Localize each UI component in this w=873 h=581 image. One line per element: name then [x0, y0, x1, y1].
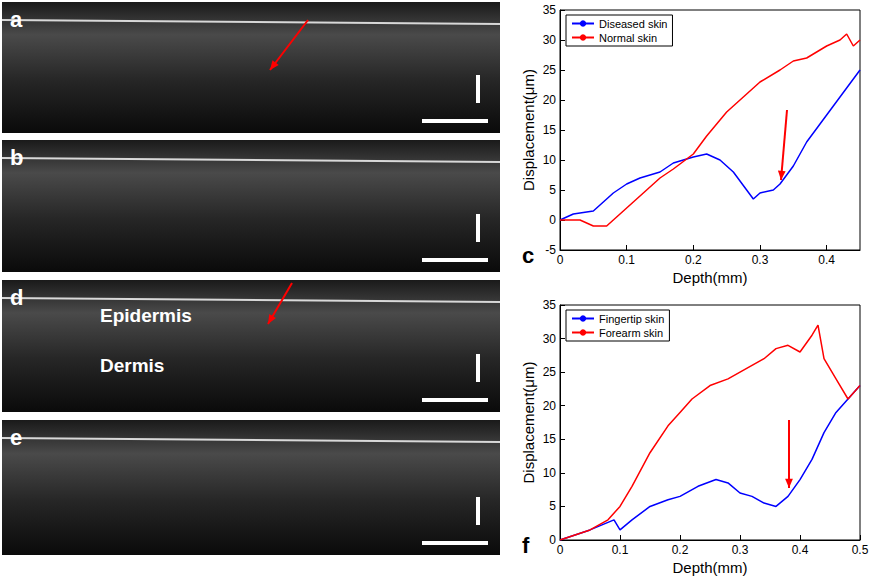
svg-text:Forearm skin: Forearm skin — [599, 327, 663, 339]
svg-text:Normal skin: Normal skin — [599, 32, 657, 44]
svg-text:30: 30 — [543, 33, 557, 47]
svg-text:0: 0 — [557, 253, 564, 267]
svg-text:Epidermis: Epidermis — [100, 305, 192, 326]
svg-text:0.2: 0.2 — [685, 253, 702, 267]
svg-text:0.4: 0.4 — [792, 543, 809, 557]
svg-text:b: b — [10, 145, 23, 170]
svg-text:30: 30 — [543, 332, 557, 346]
svg-text:0: 0 — [549, 533, 556, 547]
svg-text:Fingertip skin: Fingertip skin — [599, 313, 664, 325]
svg-text:a: a — [10, 7, 23, 32]
svg-text:15: 15 — [543, 432, 557, 446]
svg-text:d: d — [10, 285, 23, 310]
svg-text:10: 10 — [543, 153, 557, 167]
svg-text:15: 15 — [543, 123, 557, 137]
svg-text:20: 20 — [543, 399, 557, 413]
svg-text:e: e — [10, 425, 22, 450]
svg-text:Depth(mm): Depth(mm) — [672, 559, 747, 576]
svg-text:0.4: 0.4 — [818, 253, 835, 267]
svg-text:5: 5 — [549, 183, 556, 197]
svg-text:Displacement(μm): Displacement(μm) — [520, 361, 537, 483]
svg-text:0.1: 0.1 — [618, 253, 635, 267]
svg-text:0.3: 0.3 — [752, 253, 769, 267]
svg-text:10: 10 — [543, 466, 557, 480]
svg-text:0: 0 — [557, 543, 564, 557]
svg-text:0.2: 0.2 — [672, 543, 689, 557]
svg-text:0.3: 0.3 — [732, 543, 749, 557]
svg-text:Diseased skin: Diseased skin — [599, 18, 667, 30]
svg-text:0: 0 — [549, 213, 556, 227]
svg-text:25: 25 — [543, 63, 557, 77]
svg-text:5: 5 — [549, 499, 556, 513]
svg-text:0.5: 0.5 — [852, 543, 869, 557]
svg-text:Displacement(μm): Displacement(μm) — [520, 69, 537, 191]
svg-text:Depth(mm): Depth(mm) — [672, 269, 747, 286]
svg-text:-5: -5 — [545, 243, 556, 257]
svg-text:0.1: 0.1 — [612, 543, 629, 557]
svg-text:Dermis: Dermis — [100, 355, 164, 376]
svg-text:c: c — [522, 243, 534, 268]
svg-text:f: f — [522, 533, 530, 558]
svg-text:35: 35 — [543, 3, 557, 17]
svg-text:35: 35 — [543, 298, 557, 312]
svg-text:25: 25 — [543, 365, 557, 379]
svg-text:20: 20 — [543, 93, 557, 107]
